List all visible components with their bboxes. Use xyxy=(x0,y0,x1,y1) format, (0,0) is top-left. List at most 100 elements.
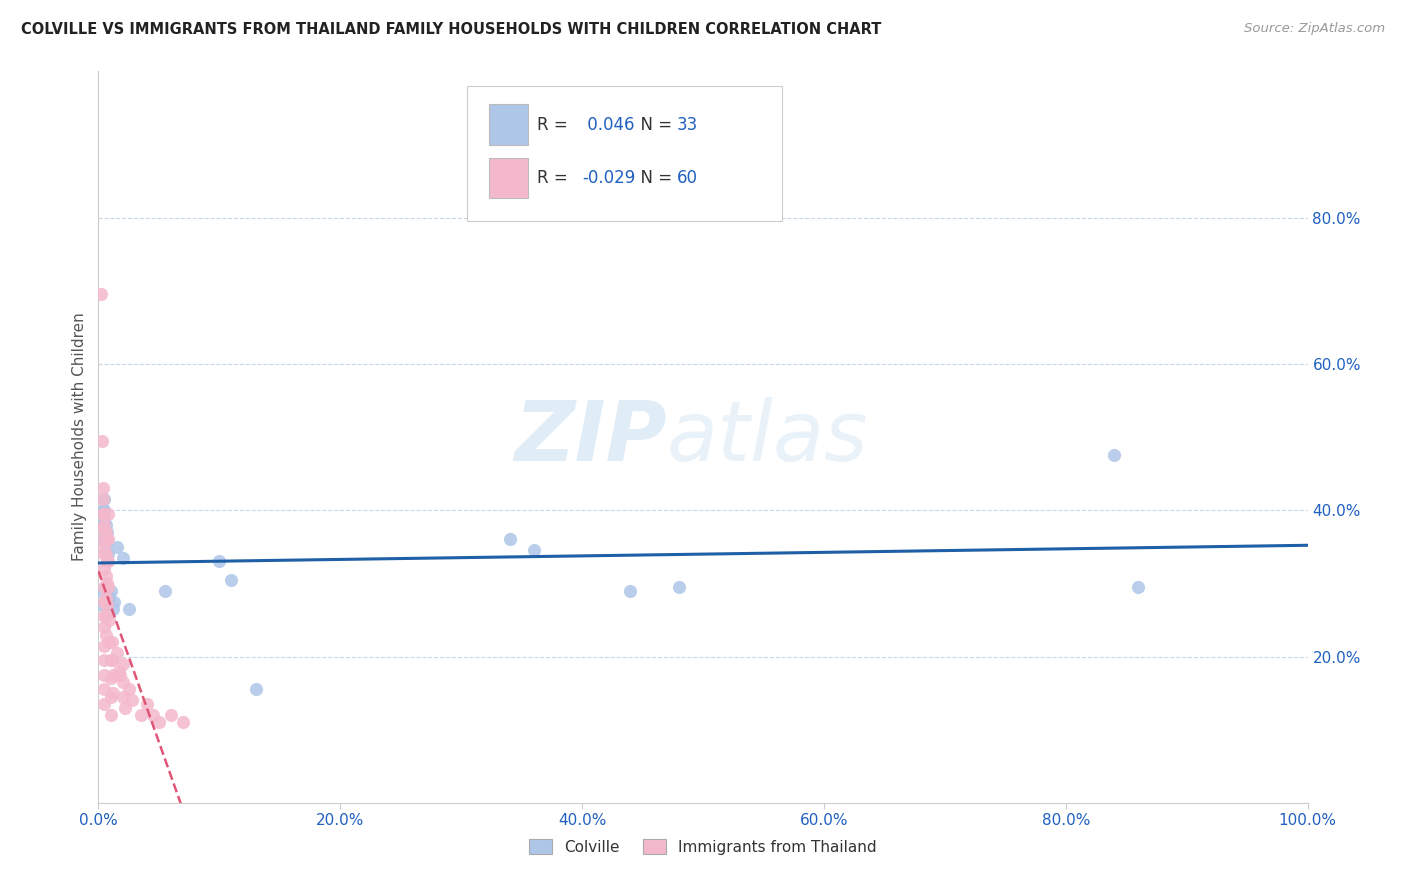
Point xyxy=(91,521,114,535)
FancyBboxPatch shape xyxy=(489,158,527,198)
Point xyxy=(94,547,117,561)
Point xyxy=(93,697,115,711)
Point xyxy=(97,580,120,594)
Point xyxy=(111,550,134,565)
Point xyxy=(118,602,141,616)
Point xyxy=(111,675,134,690)
Point xyxy=(172,715,194,730)
Point xyxy=(619,583,641,598)
Text: 60: 60 xyxy=(676,169,697,187)
Point xyxy=(103,594,125,608)
Point xyxy=(93,492,115,507)
Point xyxy=(96,554,118,568)
Legend: Colville, Immigrants from Thailand: Colville, Immigrants from Thailand xyxy=(523,833,883,861)
Point xyxy=(100,653,122,667)
Text: COLVILLE VS IMMIGRANTS FROM THAILAND FAMILY HOUSEHOLDS WITH CHILDREN CORRELATION: COLVILLE VS IMMIGRANTS FROM THAILAND FAM… xyxy=(21,22,882,37)
Point xyxy=(160,708,183,723)
Text: N =: N = xyxy=(630,169,678,187)
Text: Source: ZipAtlas.com: Source: ZipAtlas.com xyxy=(1244,22,1385,36)
Point xyxy=(93,507,115,521)
Point xyxy=(91,434,114,448)
Text: -0.029: -0.029 xyxy=(582,169,636,187)
Point xyxy=(498,533,520,547)
Point xyxy=(108,667,131,681)
Point xyxy=(93,562,115,576)
Point xyxy=(93,547,115,561)
Point xyxy=(93,533,115,547)
Point xyxy=(97,507,120,521)
Point xyxy=(90,287,112,301)
Y-axis label: Family Households with Children: Family Households with Children xyxy=(72,313,87,561)
Point xyxy=(96,525,118,540)
Point xyxy=(94,569,117,583)
Point xyxy=(135,697,157,711)
Point xyxy=(94,591,117,605)
Point xyxy=(111,657,134,671)
Point xyxy=(97,533,120,547)
Point xyxy=(93,620,115,634)
Text: R =: R = xyxy=(537,116,574,134)
Point xyxy=(129,708,152,723)
Point xyxy=(523,543,546,558)
Point xyxy=(94,517,117,532)
Point xyxy=(105,646,128,660)
Point xyxy=(93,580,115,594)
Point xyxy=(93,540,115,554)
Point xyxy=(91,492,114,507)
Text: R =: R = xyxy=(537,169,574,187)
Point xyxy=(91,510,114,524)
Point xyxy=(100,653,122,667)
Point xyxy=(100,635,122,649)
Point xyxy=(91,481,114,495)
Point xyxy=(91,599,114,613)
Point xyxy=(90,583,112,598)
Point xyxy=(100,672,122,686)
Point xyxy=(100,583,122,598)
Text: ZIP: ZIP xyxy=(515,397,666,477)
Text: 33: 33 xyxy=(676,116,697,134)
Point xyxy=(101,667,124,681)
Point xyxy=(93,533,115,547)
Point xyxy=(94,536,117,550)
Point xyxy=(91,507,114,521)
Point xyxy=(98,635,121,649)
Point xyxy=(93,653,115,667)
Point xyxy=(105,540,128,554)
Point xyxy=(94,609,117,624)
Point xyxy=(148,715,170,730)
Text: N =: N = xyxy=(630,116,678,134)
Point xyxy=(94,525,117,540)
Point xyxy=(96,533,118,547)
Point xyxy=(93,682,115,697)
Point xyxy=(96,533,118,547)
Point xyxy=(93,609,115,624)
FancyBboxPatch shape xyxy=(467,86,782,221)
Point xyxy=(94,547,117,561)
Point xyxy=(118,682,141,697)
Point xyxy=(142,708,165,723)
Point xyxy=(221,573,243,587)
Point xyxy=(93,639,115,653)
Point xyxy=(1128,580,1150,594)
Point xyxy=(153,583,176,598)
Point xyxy=(100,708,122,723)
Point xyxy=(100,690,122,704)
Text: atlas: atlas xyxy=(666,397,869,477)
Point xyxy=(97,554,120,568)
Point xyxy=(101,602,124,616)
Point xyxy=(668,580,690,594)
Point xyxy=(97,547,120,561)
Point xyxy=(1102,448,1125,462)
Point xyxy=(93,667,115,681)
Point xyxy=(111,690,134,704)
Point xyxy=(91,503,114,517)
Point xyxy=(98,591,121,605)
Point xyxy=(208,554,231,568)
Point xyxy=(96,576,118,591)
Point xyxy=(93,594,115,608)
Point xyxy=(93,514,115,528)
Point xyxy=(97,587,120,601)
Point xyxy=(114,700,136,714)
Point xyxy=(96,599,118,613)
Point xyxy=(93,517,115,532)
